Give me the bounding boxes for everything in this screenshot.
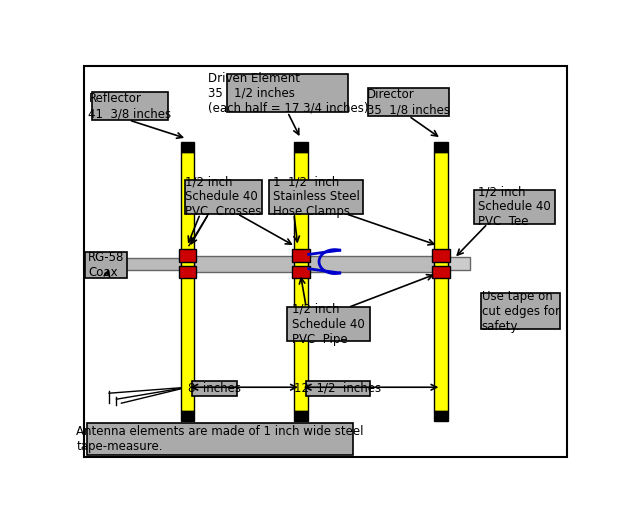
Text: Use tape on
cut edges for
safety.: Use tape on cut edges for safety. xyxy=(481,290,560,333)
Bar xyxy=(107,256,118,271)
Bar xyxy=(448,257,471,270)
Bar xyxy=(481,294,560,329)
Text: 1  1/2  inch
Stainless Steel
Hose Clamps: 1 1/2 inch Stainless Steel Hose Clamps xyxy=(273,175,359,218)
Bar xyxy=(179,249,197,262)
Bar xyxy=(294,411,308,421)
Bar xyxy=(186,180,262,214)
Text: Reflector
41  3/8 inches: Reflector 41 3/8 inches xyxy=(88,92,172,120)
Text: Director
35  1/8 inches: Director 35 1/8 inches xyxy=(367,88,450,116)
Bar xyxy=(181,411,195,421)
Text: 1/2 inch
Schedule 40
PVC  Pipe: 1/2 inch Schedule 40 PVC Pipe xyxy=(292,303,365,346)
Bar xyxy=(181,152,195,411)
Text: 8  inches: 8 inches xyxy=(188,382,241,395)
Bar xyxy=(292,266,310,278)
Bar xyxy=(474,190,555,224)
Bar xyxy=(181,142,195,152)
Bar xyxy=(294,152,308,411)
Text: 1/2 inch
Schedule 40
PVC  Crosses: 1/2 inch Schedule 40 PVC Crosses xyxy=(186,175,262,218)
Bar xyxy=(179,266,197,278)
Bar xyxy=(228,74,348,112)
Text: RG-58
Coax: RG-58 Coax xyxy=(88,251,125,279)
Text: Driven Element
35   1/2 inches
(each half = 17 3/4 inches): Driven Element 35 1/2 inches (each half … xyxy=(207,71,368,114)
Bar xyxy=(368,88,449,116)
Bar xyxy=(434,411,448,421)
Bar xyxy=(107,257,181,269)
Bar xyxy=(306,381,370,396)
Bar xyxy=(294,142,308,152)
Bar xyxy=(286,308,370,341)
Bar xyxy=(87,423,353,455)
Text: 12  1/2  inches: 12 1/2 inches xyxy=(294,382,382,395)
Bar xyxy=(432,266,450,278)
Text: 1/2 inch
Schedule 40
PVC  Tee: 1/2 inch Schedule 40 PVC Tee xyxy=(478,185,551,228)
Text: Antenna elements are made of 1 inch wide steel
tape-measure.: Antenna elements are made of 1 inch wide… xyxy=(76,425,364,453)
Bar xyxy=(434,152,448,411)
Bar xyxy=(192,381,237,396)
Bar xyxy=(292,249,310,262)
Bar xyxy=(269,180,363,214)
Bar xyxy=(85,252,127,278)
Bar xyxy=(195,255,434,271)
Bar xyxy=(92,92,168,120)
Bar xyxy=(432,249,450,262)
Bar xyxy=(434,142,448,152)
